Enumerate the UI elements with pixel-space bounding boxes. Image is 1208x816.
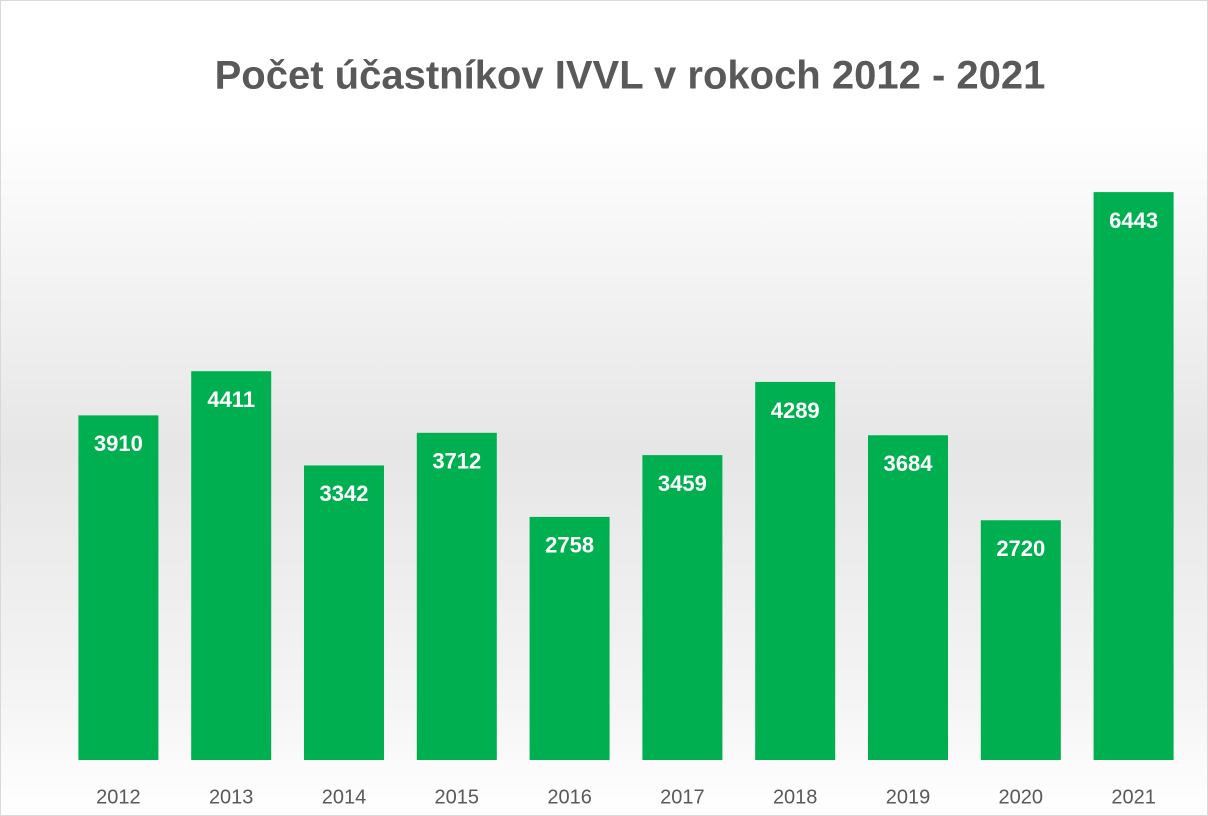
bar xyxy=(529,516,610,760)
value-label: 3910 xyxy=(94,431,143,456)
value-label: 3459 xyxy=(658,471,707,496)
value-label: 2720 xyxy=(996,536,1045,561)
bar xyxy=(416,432,497,760)
x-tick-label: 2018 xyxy=(773,786,818,808)
value-label: 4289 xyxy=(771,398,820,423)
x-tick-label: 2021 xyxy=(1111,786,1156,808)
x-tick-label: 2014 xyxy=(322,786,367,808)
value-label: 6443 xyxy=(1109,208,1158,233)
bar xyxy=(642,455,723,760)
value-label: 3342 xyxy=(320,481,369,506)
chart-title: Počet účastníkov IVVL v rokoch 2012 - 20… xyxy=(215,54,1046,98)
value-label: 4411 xyxy=(207,387,255,412)
value-label: 2758 xyxy=(545,533,594,558)
bar xyxy=(191,371,272,760)
value-label: 3712 xyxy=(432,449,481,474)
x-tick-label: 2019 xyxy=(886,786,931,808)
bar xyxy=(868,435,948,760)
bar xyxy=(755,381,836,760)
bar xyxy=(304,465,384,760)
x-tick-label: 2017 xyxy=(660,786,705,808)
x-tick-label: 2015 xyxy=(435,786,480,808)
bar xyxy=(78,415,159,760)
x-tick-label: 2020 xyxy=(999,786,1044,808)
x-tick-label: 2013 xyxy=(209,786,254,808)
bar xyxy=(1093,192,1174,760)
x-tick-label: 2016 xyxy=(547,786,592,808)
bar xyxy=(980,520,1061,760)
x-tick-label: 2012 xyxy=(96,786,141,808)
value-label: 3684 xyxy=(884,451,934,476)
